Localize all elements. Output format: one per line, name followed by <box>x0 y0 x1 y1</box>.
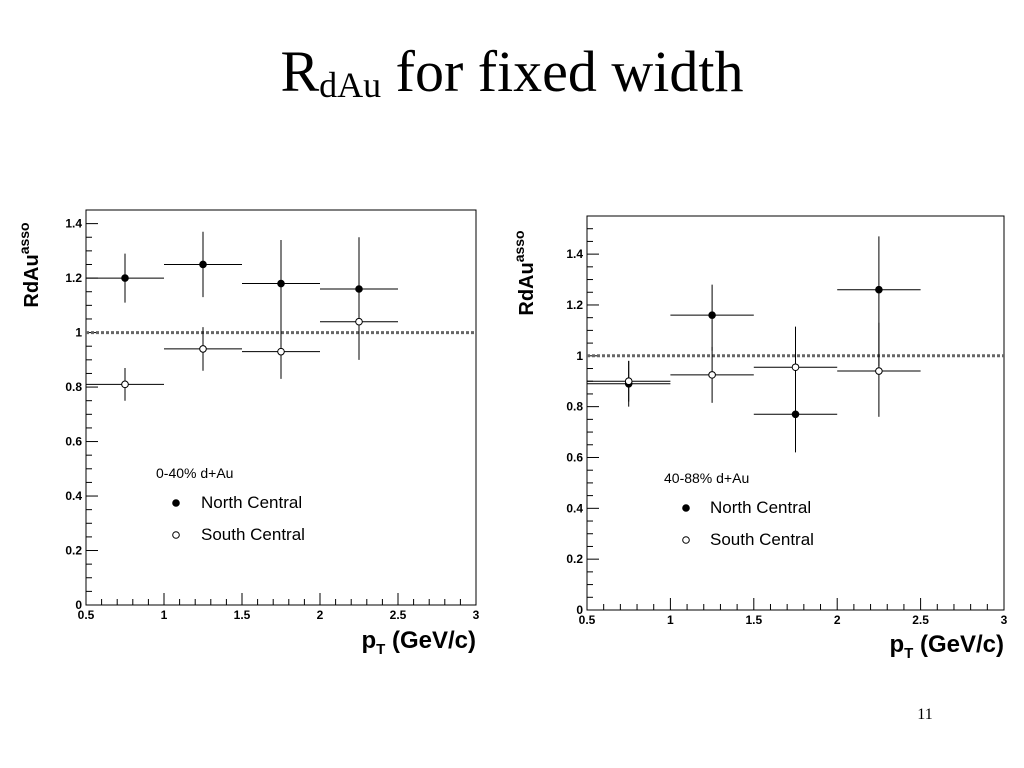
legend-title: 0-40% d+Au <box>156 465 233 481</box>
open-marker <box>355 317 363 326</box>
y-tick-label: 1.4 <box>65 217 82 231</box>
filled-marker <box>199 260 207 269</box>
legend-label: North Central <box>201 493 302 512</box>
y-tick-label: 0.8 <box>65 380 82 394</box>
x-tick-label: 2 <box>834 613 841 627</box>
slide-number: 11 <box>917 706 933 723</box>
open-marker <box>121 380 129 389</box>
y-axis-title: RdAuasso <box>16 222 43 307</box>
south-central-point <box>320 305 398 360</box>
south-central-point <box>753 326 838 401</box>
filled-marker <box>355 285 363 293</box>
y-axis-title-sup: asso <box>511 230 527 262</box>
open-marker <box>624 377 633 386</box>
y-tick-label: 1 <box>576 349 583 363</box>
open-marker <box>791 363 800 372</box>
legend-filled-marker <box>682 504 690 512</box>
x-axis-title-unit: (GeV/c) <box>385 627 476 654</box>
north-central-point <box>86 253 164 303</box>
filled-marker <box>791 410 800 419</box>
x-axis-title-sub: T <box>904 645 913 662</box>
x-tick-label: 3 <box>1001 613 1008 627</box>
filled-marker <box>708 311 716 319</box>
open-marker <box>277 347 285 356</box>
y-tick-label: 0.6 <box>65 435 82 449</box>
x-tick-label: 1 <box>667 613 674 627</box>
south-central-point <box>164 327 242 371</box>
slide-title: RdAu for fixed width <box>0 38 1024 118</box>
x-axis-title: pT (GeV/c) <box>361 627 476 658</box>
south-central-point <box>587 360 671 402</box>
x-tick-label: 2.5 <box>390 608 407 622</box>
y-axis-title-main: RdAu <box>516 262 538 315</box>
legend-label: South Central <box>710 530 814 549</box>
legend-label: North Central <box>710 498 811 517</box>
legend-label: South Central <box>201 525 305 544</box>
x-axis-title-main: p <box>361 627 376 654</box>
y-tick-label: 0 <box>75 598 82 612</box>
x-axis-title-sub: T <box>376 641 385 658</box>
y-tick-label: 1.2 <box>566 298 583 312</box>
north-central-point <box>670 284 754 351</box>
y-tick-label: 0 <box>576 603 583 617</box>
open-marker <box>708 371 716 379</box>
x-axis-title-main: p <box>889 631 904 658</box>
x-tick-label: 2.5 <box>912 613 929 627</box>
title-subscript: dAu <box>319 65 382 105</box>
x-axis-title: pT (GeV/c) <box>889 631 1004 662</box>
x-tick-label: 0.5 <box>579 613 596 627</box>
x-axis-title-unit: (GeV/c) <box>913 631 1004 658</box>
y-tick-label: 0.4 <box>65 489 82 503</box>
south-central-point <box>86 368 164 401</box>
open-marker <box>199 345 207 353</box>
open-marker <box>875 367 883 375</box>
x-tick-label: 3 <box>473 608 480 622</box>
y-axis-title-main: RdAu <box>21 254 43 307</box>
y-axis-title-sup: asso <box>16 222 32 254</box>
plot-frame <box>85 209 477 606</box>
y-tick-label: 0.4 <box>566 501 583 515</box>
y-tick-label: 0.2 <box>65 544 82 558</box>
south-central-point <box>670 346 754 403</box>
y-tick-label: 0.8 <box>566 400 583 414</box>
legend-open-marker <box>172 531 180 539</box>
x-tick-label: 2 <box>317 608 324 622</box>
filled-marker <box>277 279 285 288</box>
title-rest: for fixed width <box>381 39 744 104</box>
legend-open-marker <box>682 536 690 544</box>
filled-marker <box>121 274 129 282</box>
y-tick-label: 0.2 <box>566 552 583 566</box>
north-central-point <box>164 231 242 298</box>
x-tick-label: 1.5 <box>745 613 762 627</box>
x-tick-label: 1.5 <box>234 608 251 622</box>
south-central-point <box>837 322 921 417</box>
south-central-point <box>242 338 320 379</box>
x-tick-label: 1 <box>161 608 168 622</box>
filled-marker <box>875 285 883 294</box>
y-axis-title: RdAuasso <box>511 230 538 315</box>
title-main: R <box>280 39 320 104</box>
y-tick-label: 1.2 <box>65 271 82 285</box>
legend-title: 40-88% d+Au <box>664 470 749 486</box>
legend-filled-marker <box>172 499 180 507</box>
plot-frame <box>586 215 1005 611</box>
y-tick-label: 1 <box>75 326 82 340</box>
x-tick-label: 0.5 <box>78 608 95 622</box>
y-tick-label: 1.4 <box>566 247 583 261</box>
y-tick-label: 0.6 <box>566 450 583 464</box>
